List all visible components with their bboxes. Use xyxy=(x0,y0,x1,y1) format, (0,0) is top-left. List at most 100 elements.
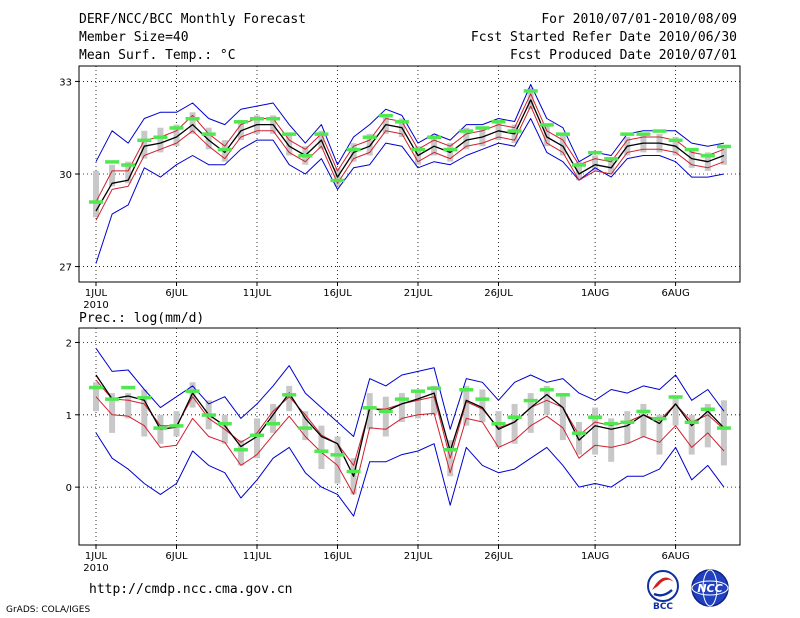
prec-median-marker xyxy=(330,453,345,457)
prec-upper-spread-line xyxy=(95,379,725,466)
temp-tick-label-x: 6AUG xyxy=(661,288,689,299)
temp-spread-box xyxy=(205,127,212,150)
temp-spread-box xyxy=(608,158,615,174)
temp-spread-box xyxy=(720,146,727,165)
prec-median-marker xyxy=(411,389,425,393)
temp-tick-label-x: 1AUG xyxy=(581,288,609,299)
prec-plot-frame xyxy=(78,327,741,546)
prec-spread-box xyxy=(398,393,405,423)
temp-spread-box xyxy=(109,164,116,187)
prec-spread-box xyxy=(237,440,244,466)
temp-median-marker xyxy=(137,138,152,143)
prec-tick-label-x: 11JUL xyxy=(243,551,272,562)
prec-spread-box xyxy=(141,389,148,437)
prec-median-marker xyxy=(588,415,603,419)
prec-spread-box xyxy=(334,436,341,484)
temp-spread-box xyxy=(559,133,566,156)
temp-tick-label-x: 11JUL xyxy=(243,288,272,299)
prec-median-marker xyxy=(121,385,136,390)
prec-spread-box xyxy=(366,393,373,430)
prec-median-marker xyxy=(137,395,152,400)
prec-min-line xyxy=(95,432,725,517)
prec-spread-box xyxy=(527,393,534,433)
temp-median-marker xyxy=(89,200,103,204)
prec-spread-box xyxy=(463,385,470,426)
prec-year-label: 2010 xyxy=(83,563,108,574)
ncc-logo-text: NCC xyxy=(697,582,722,595)
temp-median-marker xyxy=(652,129,667,133)
temp-spread-box xyxy=(173,124,180,147)
prec-spread-box xyxy=(125,393,132,419)
temp-spread-box xyxy=(527,87,534,110)
temp-median-marker xyxy=(555,132,570,136)
prec-tick-label-x: 6JUL xyxy=(165,551,188,562)
prec-tick-label-y: 0 xyxy=(66,483,72,494)
prec-median-marker xyxy=(539,387,554,392)
prec-tick-label-y: 1 xyxy=(66,411,72,422)
temp-tick-label-y: 33 xyxy=(59,77,72,88)
temp-lower-spread-line xyxy=(95,105,725,221)
temp-median-marker xyxy=(362,135,377,139)
prec-spread-box xyxy=(704,403,711,448)
temp-median-marker xyxy=(378,113,393,118)
temp-median-marker xyxy=(394,120,409,124)
temp-spread-box xyxy=(125,161,132,184)
temp-median-marker xyxy=(700,153,715,158)
temp-median-marker xyxy=(185,116,200,121)
prec-spread-box xyxy=(479,389,486,423)
forecast-start-label: Fcst Started Refer Date 2010/06/30 xyxy=(470,30,737,45)
prec-spread-box xyxy=(608,418,615,462)
prec-median-marker xyxy=(314,449,329,453)
temp-median-marker xyxy=(507,129,522,133)
prec-median-marker xyxy=(282,393,297,397)
temp-tick-label-x: 16JUL xyxy=(323,288,352,299)
prec-spread-box xyxy=(511,403,518,444)
prec-tick-label-x: 1JUL xyxy=(85,551,108,562)
prec-median-marker xyxy=(620,420,635,425)
ncc-logo-icon: NCC xyxy=(691,569,729,607)
prec-median-marker xyxy=(668,395,683,399)
temp-median-marker xyxy=(105,160,120,164)
prec-median-marker xyxy=(105,397,120,401)
prec-median-marker xyxy=(233,448,248,452)
bcc-logo-icon: BCC xyxy=(647,570,679,610)
temp-spread-box xyxy=(463,127,470,150)
temp-median-marker xyxy=(539,123,554,127)
temp-median-marker xyxy=(282,132,297,136)
prec-median-marker xyxy=(555,393,570,397)
temp-median-marker xyxy=(233,120,248,124)
prec-median-marker xyxy=(169,424,184,428)
temp-median-marker xyxy=(459,129,474,133)
prec-median-marker xyxy=(443,448,458,452)
temp-tick-label-x: 26JUL xyxy=(484,288,513,299)
temp-min-line xyxy=(95,118,724,264)
prec-spread-box xyxy=(672,396,679,426)
prec-median-marker xyxy=(217,421,232,426)
prec-median-marker xyxy=(250,433,264,438)
prec-median-marker xyxy=(427,386,442,391)
temp-median-marker xyxy=(588,150,603,155)
temp-median-marker xyxy=(716,144,731,149)
temp-median-marker xyxy=(636,132,651,136)
prec-median-marker xyxy=(700,407,715,412)
temp-median-marker xyxy=(684,147,699,152)
temp-median-marker xyxy=(201,132,216,136)
temperature-panel-title: Mean Surf. Temp.: °C xyxy=(79,48,236,63)
grads-credit: GrADS: COLA/IGES xyxy=(6,605,91,615)
temp-median-marker xyxy=(346,147,361,152)
prec-median-marker xyxy=(572,431,586,435)
temp-median-marker xyxy=(250,116,264,121)
prec-median-marker xyxy=(684,420,699,425)
prec-median-marker xyxy=(604,421,619,426)
source-url[interactable]: http://cmdp.ncc.cma.gov.cn xyxy=(89,582,293,597)
prec-median-marker xyxy=(378,409,393,414)
prec-tick-label-x: 16JUL xyxy=(323,551,352,562)
prec-spread-box xyxy=(302,411,309,441)
prec-spread-box xyxy=(592,407,599,455)
temp-spread-box xyxy=(93,170,99,218)
prec-median-marker xyxy=(523,398,538,403)
temp-tick-label-x: 21JUL xyxy=(404,288,433,299)
temp-median-marker xyxy=(169,126,184,130)
